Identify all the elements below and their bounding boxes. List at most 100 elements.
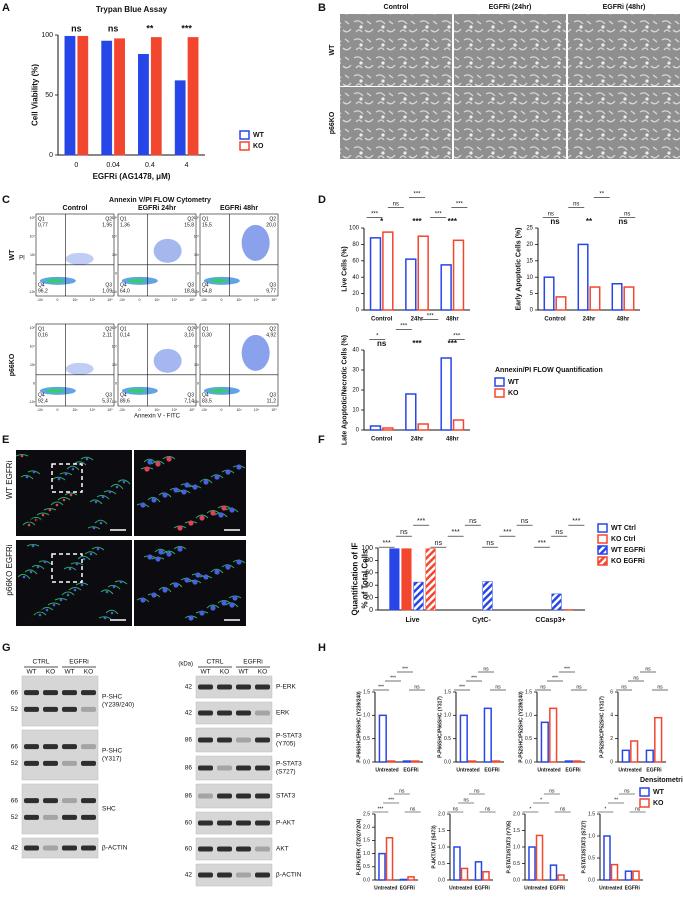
quadrant-value: 0,16	[38, 332, 48, 338]
x-tick-label: CytC-	[472, 617, 491, 624]
significance: ***	[435, 212, 443, 218]
legend-label: WT	[253, 132, 265, 139]
if-nucleus	[25, 475, 29, 479]
if-cell	[54, 598, 68, 601]
bar	[623, 286, 635, 311]
flow-y-tick: 10³	[112, 363, 118, 367]
significance: ns	[435, 540, 443, 547]
significance: ***	[448, 217, 458, 226]
bar	[405, 258, 417, 311]
if-nucleus	[43, 560, 47, 564]
x-tick-label: 48hr	[446, 437, 459, 443]
legend-swatch	[597, 556, 608, 566]
blot-strip	[195, 675, 273, 699]
y-tick-label: 40	[365, 582, 373, 589]
blot-strip	[21, 729, 99, 781]
blot-band	[43, 760, 58, 766]
if-cell	[29, 517, 43, 521]
blot-band	[81, 845, 96, 851]
blot-band	[43, 814, 58, 820]
significance: ns	[573, 202, 579, 208]
bar	[378, 714, 387, 763]
legend-label: KO	[508, 390, 519, 397]
if-nucleus	[195, 572, 201, 578]
blot-band	[43, 798, 58, 804]
blot-label: P-SHC	[102, 748, 123, 755]
if-nucleus	[27, 523, 31, 527]
quadrant-name: Q1	[202, 326, 209, 332]
legend-swatch	[239, 130, 250, 140]
flow-y-tick: 10³	[194, 363, 200, 367]
significance: ns	[410, 806, 416, 812]
if-nucleus	[166, 551, 172, 557]
x-tick-label: Live	[405, 617, 419, 624]
flow-x-tick: 10⁴	[172, 298, 178, 302]
if-cell	[107, 584, 121, 590]
significance: ***	[427, 314, 435, 320]
if-cell	[61, 591, 75, 596]
flow-y-tick: 0	[115, 271, 117, 275]
blot-band	[198, 846, 213, 852]
if-cell	[154, 548, 168, 554]
bar	[453, 846, 461, 881]
blot-band	[198, 684, 213, 690]
if-nucleus	[96, 547, 100, 551]
bar	[387, 760, 396, 763]
if-cell	[63, 566, 77, 571]
kda-label: 86	[185, 765, 193, 772]
if-nucleus	[94, 500, 98, 504]
significance: ns	[469, 518, 477, 525]
if-nucleus	[57, 477, 61, 481]
quadrant-name: Q3	[269, 282, 276, 288]
if-nucleus	[62, 498, 66, 502]
quadrant-value: 1,36	[120, 222, 130, 228]
y-tick-label: 60	[352, 258, 359, 264]
flow-events	[153, 348, 182, 373]
y-tick-label: 1.5	[438, 828, 445, 834]
y-tick-label: 40	[352, 275, 359, 281]
if-cell	[84, 551, 98, 556]
flow-x-tick: 10⁴	[254, 408, 260, 412]
if-nucleus	[192, 579, 198, 585]
x-tick-label: Untreated	[449, 885, 472, 891]
significance: ***	[378, 684, 384, 690]
flow-y-tick: 0	[197, 271, 199, 275]
bar	[452, 239, 465, 311]
y-tick-label: 30	[352, 368, 359, 374]
significance: ***	[377, 806, 383, 812]
if-cell	[24, 569, 38, 575]
flow-x-tick: 10⁵	[189, 298, 195, 302]
blot-band	[217, 872, 232, 878]
significance: ns	[618, 217, 628, 226]
if-cell	[77, 555, 91, 561]
flow-x-tick: 10³	[72, 408, 78, 412]
bar	[555, 296, 567, 311]
flow-x-tick: -10³	[37, 408, 44, 412]
quadrant-value: 0,30	[202, 332, 212, 338]
flow-x-label: Annexin V - FITC	[134, 414, 181, 420]
quadrant-name: Q3	[105, 392, 112, 398]
significance: ***	[456, 202, 464, 208]
blot-strip	[195, 811, 273, 835]
if-nucleus	[188, 615, 194, 621]
column-label: Control	[384, 4, 409, 11]
if-nucleus	[173, 582, 179, 588]
y-tick-label: 80	[352, 242, 359, 248]
panel-letter: G	[2, 642, 11, 654]
bar	[540, 721, 549, 763]
if-cell	[22, 521, 36, 526]
flow-y-tick: -10³	[193, 290, 200, 294]
flow-y-tick: 10⁴	[112, 234, 118, 238]
y-tick-label: 20	[352, 291, 359, 297]
if-cell	[105, 609, 119, 615]
quadrant-value: 2,11	[103, 332, 113, 338]
significance: ns	[550, 217, 560, 226]
significance: ns	[495, 684, 501, 690]
bar	[603, 835, 611, 881]
bar	[474, 861, 483, 881]
y-tick-label: 4	[610, 713, 613, 719]
blot-band	[236, 710, 251, 716]
bar	[589, 286, 601, 311]
flow-y-tick: 10⁵	[30, 216, 36, 220]
